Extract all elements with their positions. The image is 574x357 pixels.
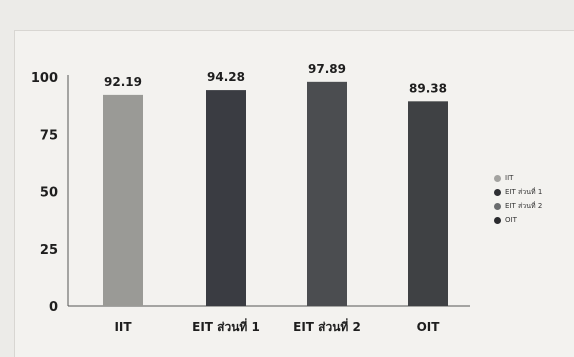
x-tick-label: IIT (114, 320, 132, 334)
bar (408, 101, 448, 307)
y-tick-label: 25 (40, 243, 58, 258)
y-tick-label: 75 (40, 128, 58, 143)
y-axis-ticks: 0 25 50 75 100 (31, 71, 58, 315)
legend-item: IIT (494, 171, 542, 185)
y-tick-label: 0 (49, 300, 58, 315)
x-tick-label: EIT ส่วนที่ 1 (192, 318, 260, 334)
bar (103, 94, 143, 306)
data-label: 97.89 (308, 62, 346, 76)
legend-swatch (494, 216, 501, 224)
legend-swatch (494, 202, 501, 210)
y-tick-label: 50 (40, 186, 58, 201)
legend-label: IIT (505, 174, 514, 182)
bar (307, 81, 347, 306)
data-label: 94.28 (207, 70, 245, 84)
legend-item: EIT ส่วนที่ 1 (494, 185, 542, 199)
data-label: 92.19 (104, 75, 142, 89)
x-axis-labels: IIT EIT ส่วนที่ 1 EIT ส่วนที่ 2 OIT (114, 318, 440, 334)
x-tick-label: EIT ส่วนที่ 2 (293, 318, 361, 334)
legend-label: EIT ส่วนที่ 2 (505, 201, 543, 210)
data-label: 89.38 (409, 81, 447, 95)
legend: IIT EIT ส่วนที่ 1 EIT ส่วนที่ 2 OIT (494, 171, 542, 227)
legend-item: OIT (494, 213, 542, 227)
legend-swatch (494, 174, 501, 182)
bar (206, 90, 246, 306)
legend-label: OIT (505, 216, 517, 224)
y-tick-label: 100 (31, 71, 58, 86)
bars (103, 81, 448, 307)
x-tick-label: OIT (417, 320, 441, 334)
data-labels: 92.19 94.28 97.89 89.38 (104, 62, 447, 95)
legend-item: EIT ส่วนที่ 2 (494, 199, 542, 213)
legend-swatch (494, 188, 501, 196)
legend-label: EIT ส่วนที่ 1 (505, 187, 543, 196)
